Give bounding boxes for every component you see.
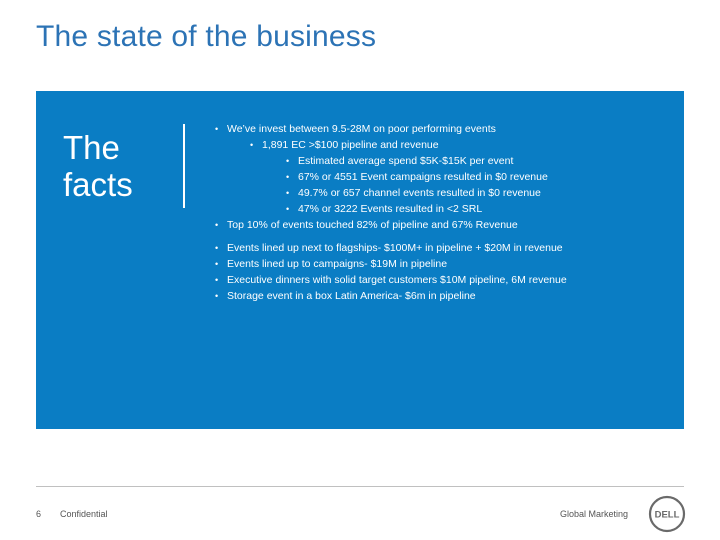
bullet-icon: •	[286, 204, 290, 214]
bullet-item: • 49.7% or 657 channel events resulted i…	[212, 185, 672, 201]
logo-text: DELL	[655, 510, 680, 521]
footer-divider	[36, 486, 684, 487]
facts-panel: The facts • We’ve invest between 9.5-28M…	[36, 91, 684, 429]
bullet-text: 49.7% or 657 channel events resulted in …	[298, 187, 541, 199]
facts-heading-line-1: The	[63, 129, 120, 166]
bullet-text: Storage event in a box Latin America- $6…	[227, 290, 476, 302]
bullet-item: • 67% or 4551 Event campaigns resulted i…	[212, 169, 672, 185]
facts-heading: The facts	[63, 129, 133, 203]
bullet-list: • We’ve invest between 9.5-28M on poor p…	[212, 121, 672, 304]
bullet-text: 47% or 3222 Events resulted in <2 SRL	[298, 203, 483, 215]
department-label: Global Marketing	[560, 509, 629, 519]
facts-heading-line-2: facts	[63, 166, 133, 203]
slide-title: The state of the business	[36, 20, 377, 53]
bullet-icon: •	[250, 140, 254, 150]
page-number: 6	[36, 509, 42, 519]
bullet-text: Events lined up to campaigns- $19M in pi…	[227, 258, 448, 270]
bullet-icon: •	[286, 188, 290, 198]
bullet-item: • 1,891 EC >$100 pipeline and revenue	[212, 137, 672, 153]
bullet-icon: •	[286, 156, 290, 166]
dell-logo-icon: DELL	[648, 495, 686, 533]
bullet-icon: •	[215, 220, 219, 230]
bullet-icon: •	[215, 124, 219, 134]
bullet-icon: •	[215, 259, 219, 269]
bullet-text: Events lined up next to flagships- $100M…	[227, 242, 563, 254]
bullet-group-spacer	[212, 233, 672, 240]
bullet-text: Estimated average spend $5K-$15K per eve…	[298, 155, 514, 167]
bullet-item: • Estimated average spend $5K-$15K per e…	[212, 153, 672, 169]
bullet-item: • Events lined up next to flagships- $10…	[212, 240, 672, 256]
confidential-label: Confidential	[60, 509, 108, 519]
bullet-text: We’ve invest between 9.5-28M on poor per…	[227, 123, 496, 135]
bullet-item: • Events lined up to campaigns- $19M in …	[212, 256, 672, 272]
bullet-item: • Top 10% of events touched 82% of pipel…	[212, 217, 672, 233]
bullet-icon: •	[215, 243, 219, 253]
bullet-text: 67% or 4551 Event campaigns resulted in …	[298, 171, 548, 183]
bullet-text: Executive dinners with solid target cust…	[227, 274, 567, 286]
bullet-text: Top 10% of events touched 82% of pipelin…	[227, 219, 518, 231]
bullet-item: • Storage event in a box Latin America- …	[212, 288, 672, 304]
bullet-text: 1,891 EC >$100 pipeline and revenue	[262, 139, 439, 151]
vertical-divider	[183, 124, 185, 208]
bullet-item: • We’ve invest between 9.5-28M on poor p…	[212, 121, 672, 137]
bullet-item: • 47% or 3222 Events resulted in <2 SRL	[212, 201, 672, 217]
bullet-icon: •	[286, 172, 290, 182]
bullet-item: • Executive dinners with solid target cu…	[212, 272, 672, 288]
bullet-icon: •	[215, 291, 219, 301]
bullet-icon: •	[215, 275, 219, 285]
